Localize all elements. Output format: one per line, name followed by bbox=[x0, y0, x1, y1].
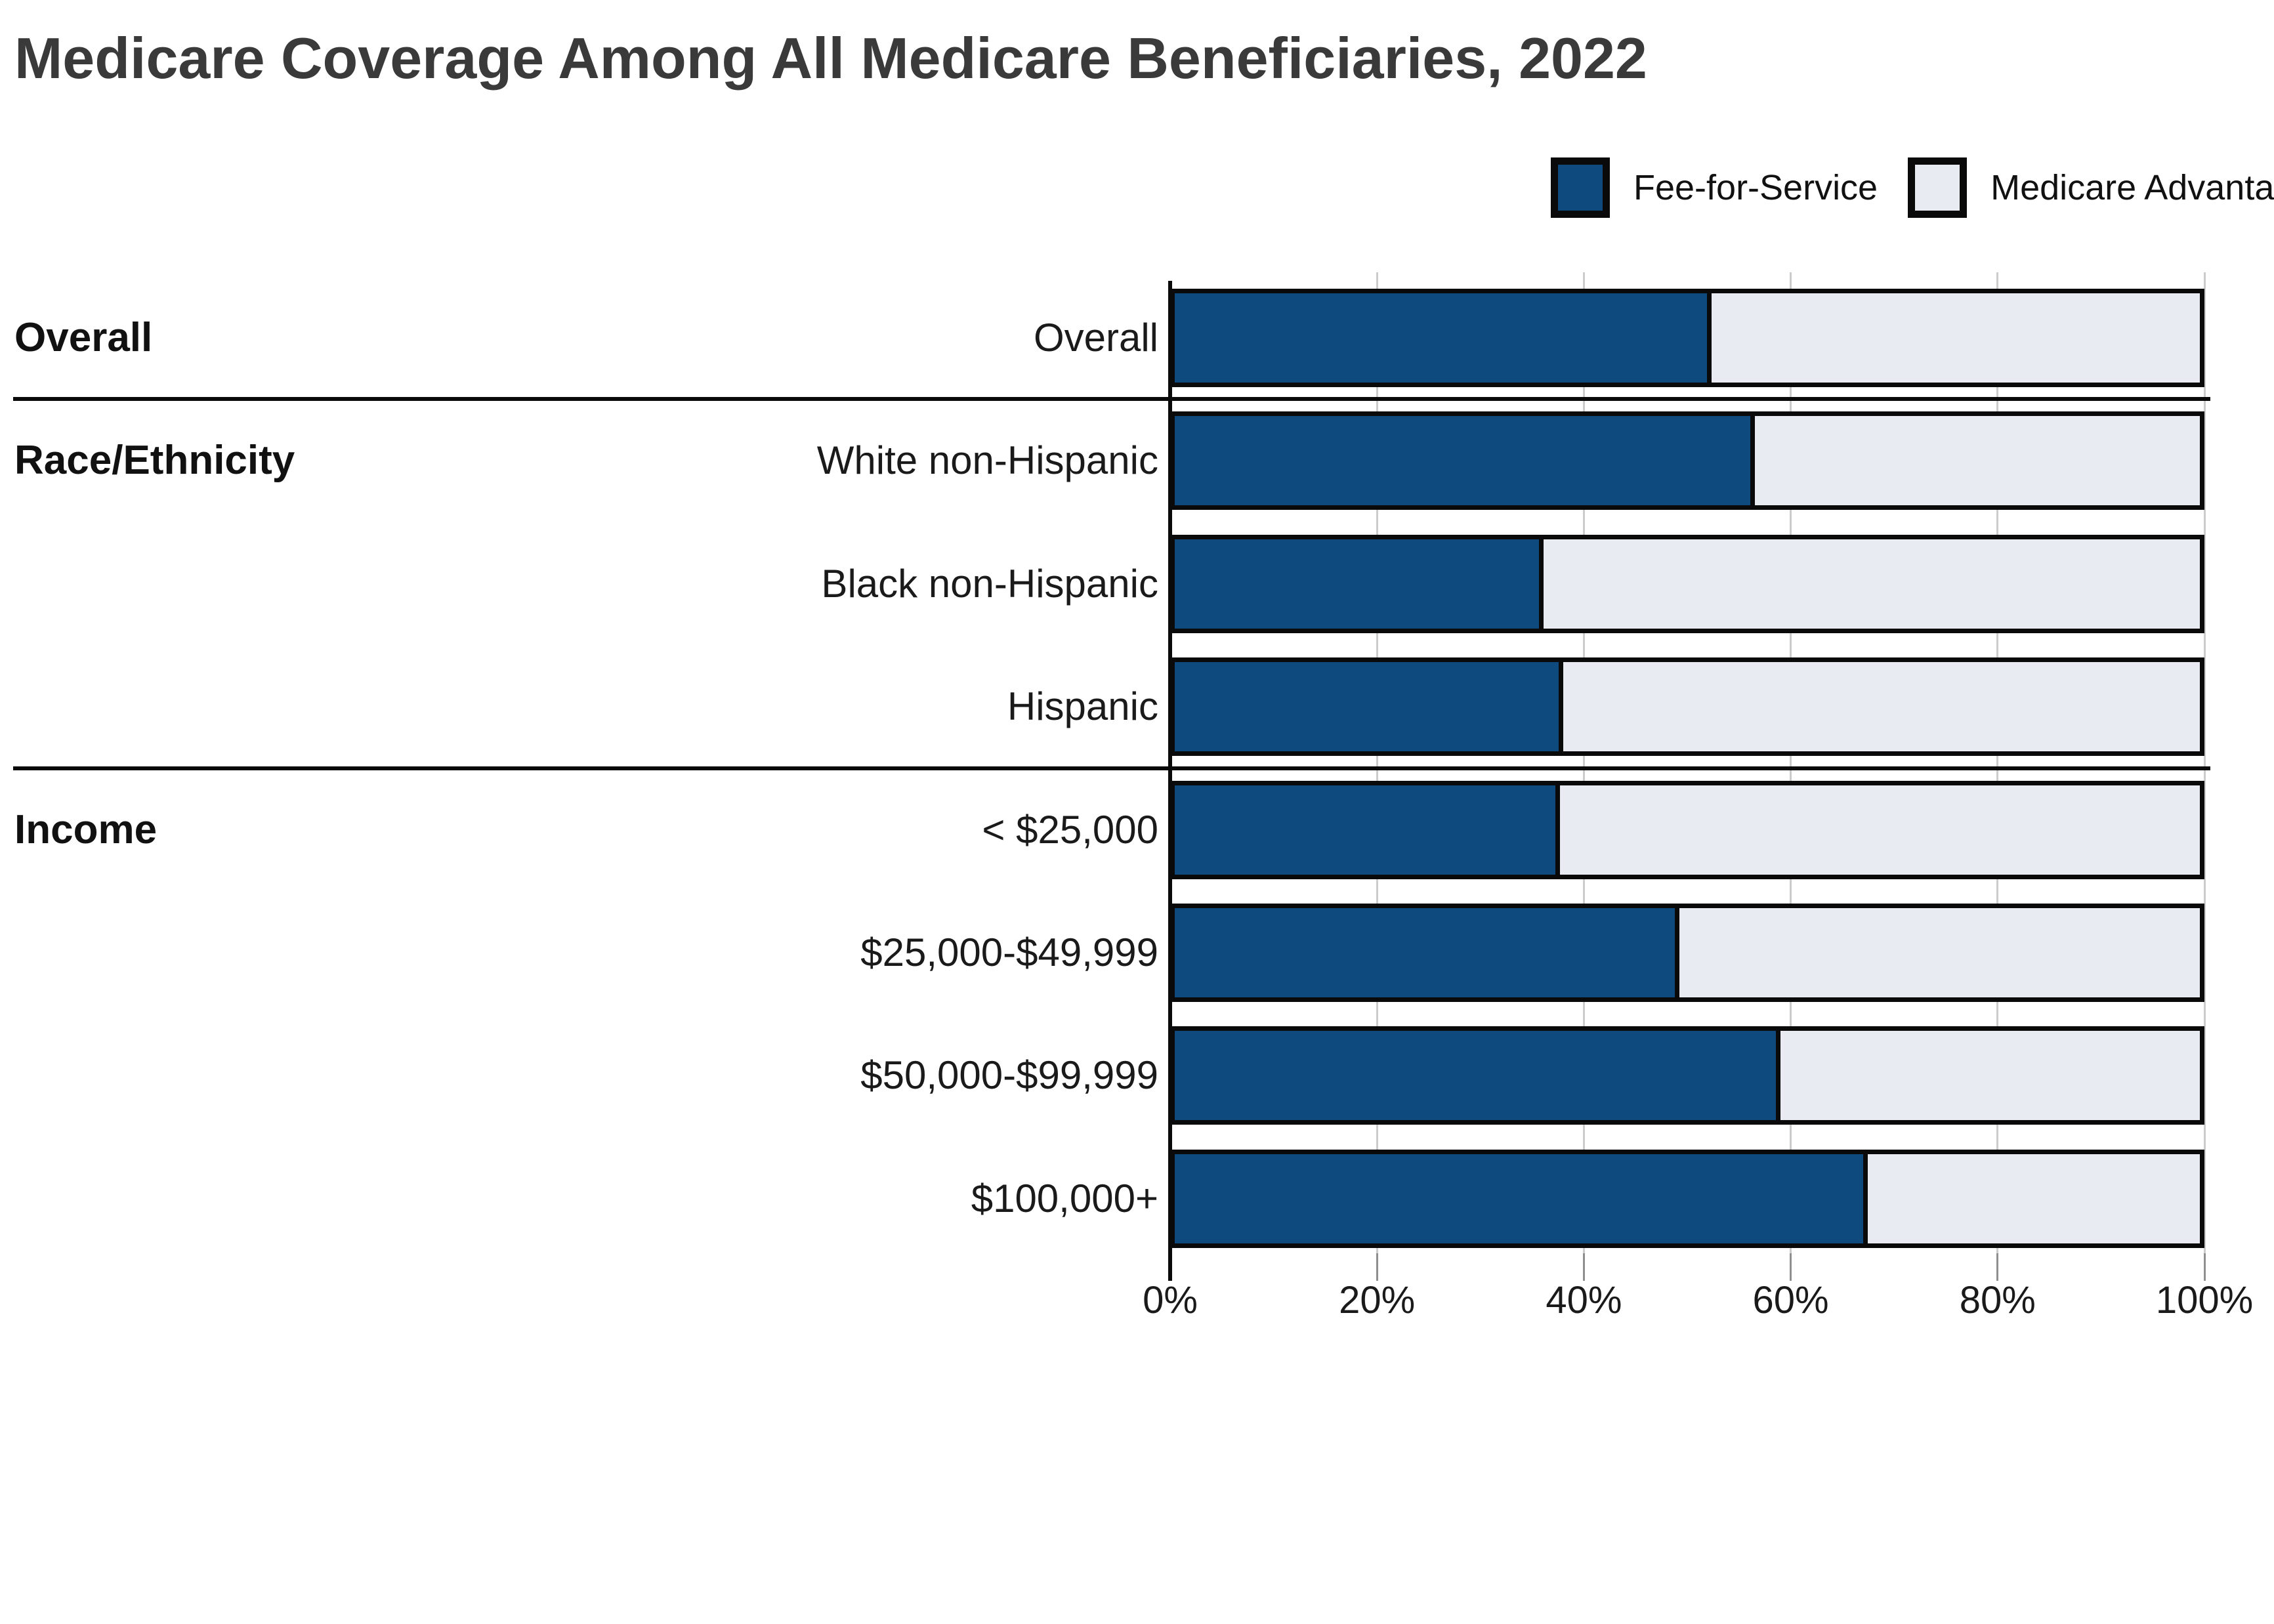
bar-segment-fee-for-service-50-000-99-999 bbox=[1175, 1031, 1781, 1121]
row-label-black-non-hispanic: Black non-Hispanic bbox=[821, 561, 1158, 606]
gridline-100 bbox=[2203, 272, 2206, 1253]
bar-segment-fee-for-service-black-non-hispanic bbox=[1175, 539, 1544, 629]
gridline-40 bbox=[1582, 272, 1585, 1253]
x-axis-tick-40 bbox=[1582, 1253, 1585, 1281]
row-label-hispanic: Hispanic bbox=[1007, 684, 1158, 729]
section-divider-race-ethnicity bbox=[13, 397, 2210, 402]
x-axis-tick-label-80: 80% bbox=[1959, 1279, 2036, 1322]
row-label-100-000: $100,000+ bbox=[971, 1176, 1158, 1220]
bar-segment-fee-for-service-25-000 bbox=[1175, 785, 1561, 875]
row-label-25-000-49-999: $25,000-$49,999 bbox=[860, 930, 1158, 974]
bar-row-100-000 bbox=[1170, 1149, 2204, 1248]
bar-segment-medicare-advantage-100-000 bbox=[1867, 1154, 2200, 1243]
x-axis-tick-label-20: 20% bbox=[1339, 1279, 1416, 1322]
bar-segment-fee-for-service-hispanic bbox=[1175, 662, 1563, 752]
bar-row-hispanic bbox=[1170, 657, 2204, 757]
x-axis-tick-80 bbox=[1996, 1253, 1999, 1281]
x-axis-tick-label-40: 40% bbox=[1546, 1279, 1622, 1322]
bar-segment-medicare-advantage-overall bbox=[1712, 293, 2200, 383]
section-label-income: Income bbox=[14, 806, 158, 852]
legend-item-fee-for-service: Fee-for-Service bbox=[1551, 157, 1878, 218]
row-label-50-000-99-999: $50,000-$99,999 bbox=[860, 1053, 1158, 1098]
bar-segment-medicare-advantage-hispanic bbox=[1563, 662, 2200, 752]
x-axis-tick-label-0: 0% bbox=[1143, 1279, 1198, 1322]
bar-segment-medicare-advantage-white-non-hispanic bbox=[1755, 416, 2200, 506]
bar-row-25-000-49-999 bbox=[1170, 904, 2204, 1002]
x-axis-tick-60 bbox=[1790, 1253, 1792, 1281]
x-axis-tick-label-100: 100% bbox=[2155, 1279, 2254, 1322]
legend-label-medicare-advantage: Medicare Advantage bbox=[1990, 168, 2274, 207]
bar-row-25-000 bbox=[1170, 780, 2204, 879]
chart-title: Medicare Coverage Among All Medicare Ben… bbox=[14, 26, 1647, 91]
bar-segment-medicare-advantage-25-000 bbox=[1560, 785, 2200, 875]
bar-segment-fee-for-service-100-000 bbox=[1175, 1154, 1868, 1243]
y-axis-line bbox=[1168, 281, 1172, 1281]
section-divider-income bbox=[13, 766, 2210, 770]
x-axis-tick-100 bbox=[2203, 1253, 2206, 1281]
bar-segment-fee-for-service-overall bbox=[1175, 293, 1712, 383]
gridline-80 bbox=[1996, 272, 1999, 1253]
bar-segment-fee-for-service-25-000-49-999 bbox=[1175, 908, 1679, 997]
bar-segment-medicare-advantage-25-000-49-999 bbox=[1679, 908, 2200, 997]
row-label-overall: Overall bbox=[1033, 316, 1158, 360]
bar-row-white-non-hispanic bbox=[1170, 411, 2204, 510]
bar-row-50-000-99-999 bbox=[1170, 1026, 2204, 1125]
section-label-overall: Overall bbox=[14, 315, 153, 360]
bar-segment-medicare-advantage-black-non-hispanic bbox=[1544, 539, 2200, 629]
row-label-white-non-hispanic: White non-Hispanic bbox=[816, 438, 1158, 483]
row-label-25-000: < $25,000 bbox=[982, 807, 1158, 852]
bar-segment-fee-for-service-white-non-hispanic bbox=[1175, 416, 1756, 506]
x-axis-tick-label-60: 60% bbox=[1752, 1279, 1829, 1322]
bar-row-overall bbox=[1170, 289, 2204, 387]
gridline-20 bbox=[1376, 272, 1378, 1253]
medicare-advantage-swatch-icon bbox=[1908, 157, 1968, 218]
section-label-race-ethnicity: Race/Ethnicity bbox=[14, 438, 295, 484]
legend-label-fee-for-service: Fee-for-Service bbox=[1633, 168, 1878, 207]
legend-item-medicare-advantage: Medicare Advantage bbox=[1908, 157, 2274, 218]
bar-segment-medicare-advantage-50-000-99-999 bbox=[1780, 1031, 2200, 1121]
legend: Fee-for-Service Medicare Advantage bbox=[1551, 157, 2274, 218]
fee-for-service-swatch-icon bbox=[1551, 157, 1610, 218]
x-axis-tick-20 bbox=[1376, 1253, 1378, 1281]
bar-row-black-non-hispanic bbox=[1170, 534, 2204, 633]
gridline-60 bbox=[1790, 272, 1792, 1253]
